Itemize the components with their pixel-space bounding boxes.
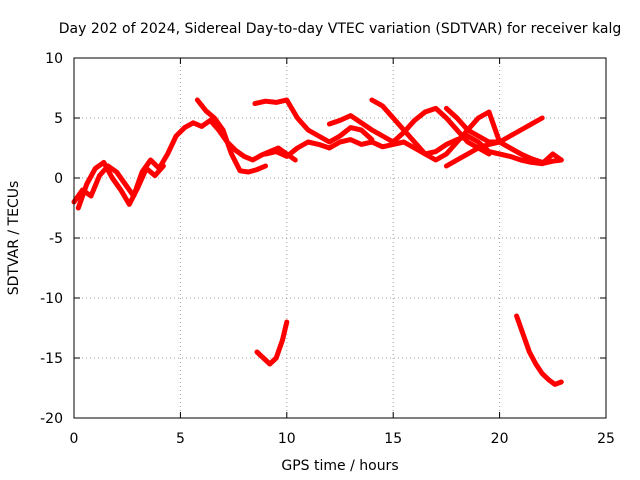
series-trace-10 (254, 319, 290, 367)
x-axis-label: GPS time / hours (281, 458, 398, 474)
y-tick-label: -15 (40, 351, 63, 367)
chart-title: Day 202 of 2024, Sidereal Day-to-day VTE… (59, 21, 621, 37)
y-tick-label: -5 (49, 231, 63, 247)
grid (73, 57, 607, 419)
y-tick-label: -20 (40, 411, 63, 427)
x-tick-label: 15 (384, 431, 402, 447)
series-trace-2 (75, 159, 166, 211)
x-tick-label: 20 (491, 431, 509, 447)
series-trace-9 (443, 105, 564, 167)
series-trace-11 (514, 313, 564, 387)
x-tick-label: 0 (70, 431, 79, 447)
y-axis-label: SDTVAR / TECUs (6, 181, 22, 296)
plot-frame (73, 57, 607, 419)
x-axis-ticks: 0 5 10 15 20 25 (70, 58, 615, 447)
series-trace-1 (71, 117, 298, 205)
series-trace-4 (252, 97, 375, 145)
y-tick-label: 10 (45, 51, 63, 67)
plot-series (71, 97, 564, 387)
y-tick-label: 0 (54, 171, 63, 187)
y-tick-label: -10 (40, 291, 63, 307)
series-trace-5 (263, 133, 564, 167)
x-tick-label: 5 (176, 431, 185, 447)
series-trace-3 (194, 97, 268, 175)
y-axis-ticks: 10 5 0 -5 -10 -15 -20 (40, 51, 606, 427)
y-tick-label: 5 (54, 111, 63, 127)
x-tick-label: 25 (597, 431, 615, 447)
x-tick-label: 10 (278, 431, 296, 447)
